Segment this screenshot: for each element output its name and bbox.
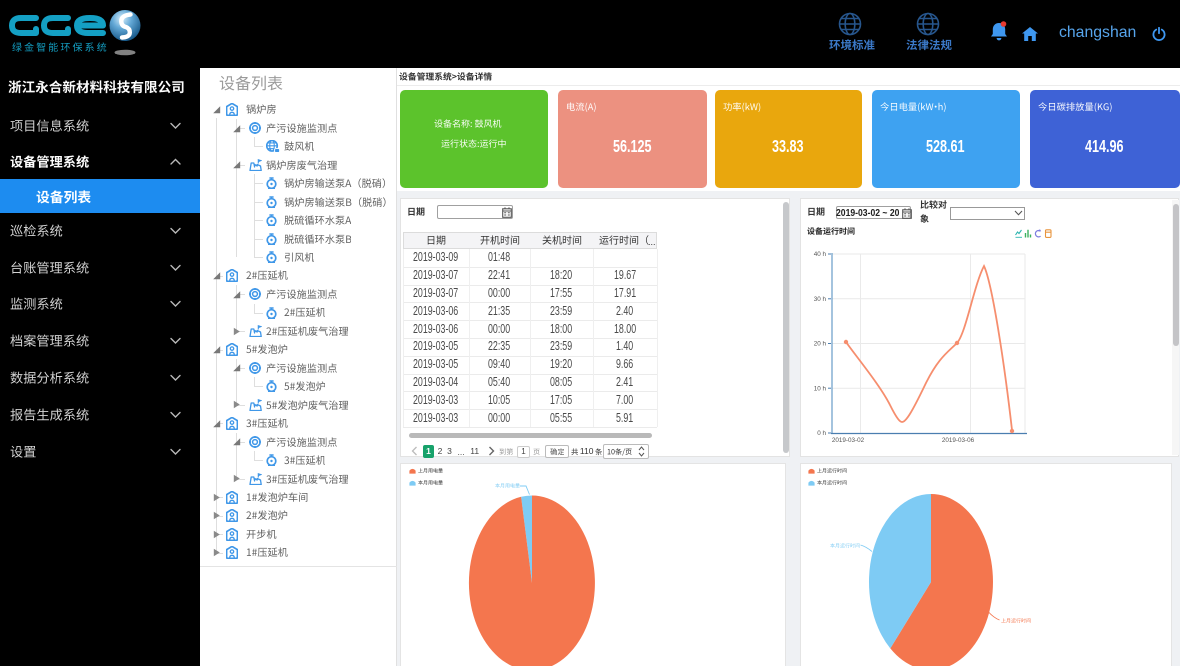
svg-text:20 h: 20 h <box>814 341 827 348</box>
svg-text:10 h: 10 h <box>814 385 827 392</box>
svg-text:0 h: 0 h <box>817 430 826 437</box>
svg-text:40 h: 40 h <box>814 251 827 258</box>
svg-text:30 h: 30 h <box>814 296 827 303</box>
svg-text:2019-03-06: 2019-03-06 <box>942 437 975 444</box>
svg-text:2019-03-02: 2019-03-02 <box>832 437 865 444</box>
